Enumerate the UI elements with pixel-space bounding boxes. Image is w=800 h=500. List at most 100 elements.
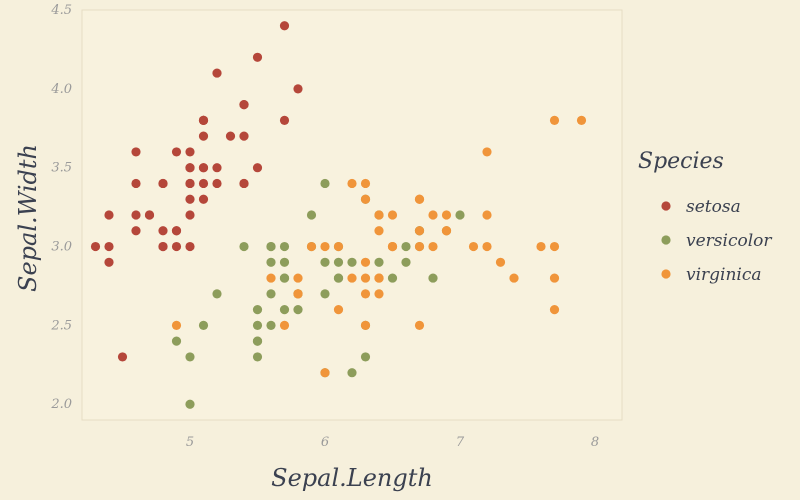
point-versicolor bbox=[185, 399, 195, 409]
point-virginica bbox=[495, 257, 506, 267]
point-versicolor bbox=[279, 241, 290, 252]
point-versicolor bbox=[266, 289, 276, 299]
point-setosa bbox=[104, 241, 114, 252]
legend: Species setosa versicolor virginica bbox=[638, 149, 772, 285]
point-versicolor bbox=[360, 352, 371, 362]
legend-label-versicolor: versicolor bbox=[686, 231, 772, 251]
point-versicolor bbox=[266, 257, 276, 267]
plot-panel bbox=[81, 9, 623, 421]
point-virginica bbox=[549, 241, 560, 252]
point-versicolor bbox=[333, 257, 344, 267]
y-tick-label: 4.0 bbox=[50, 82, 72, 97]
point-versicolor bbox=[185, 352, 195, 362]
point-setosa bbox=[158, 241, 168, 252]
point-setosa bbox=[212, 163, 222, 173]
point-versicolor bbox=[198, 320, 209, 330]
point-virginica bbox=[306, 241, 317, 252]
point-virginica bbox=[428, 210, 438, 220]
point-virginica bbox=[266, 273, 276, 283]
point-setosa bbox=[117, 352, 128, 362]
point-setosa bbox=[131, 226, 141, 236]
point-setosa bbox=[225, 131, 236, 141]
point-versicolor bbox=[252, 336, 263, 346]
y-axis-ticks: 2.0 2.5 3.0 3.5 4.0 4.5 bbox=[50, 3, 72, 412]
point-virginica bbox=[536, 241, 546, 252]
y-tick-label: 3.5 bbox=[51, 161, 72, 176]
point-virginica bbox=[360, 273, 371, 283]
point-virginica bbox=[360, 289, 371, 299]
point-virginica bbox=[576, 115, 587, 125]
point-setosa bbox=[198, 163, 209, 173]
point-setosa bbox=[131, 210, 141, 220]
point-versicolor bbox=[401, 241, 411, 252]
point-versicolor bbox=[252, 305, 263, 315]
legend-label-setosa: setosa bbox=[686, 197, 741, 217]
x-tick-label: 7 bbox=[456, 435, 465, 450]
point-setosa bbox=[239, 131, 249, 141]
point-setosa bbox=[185, 163, 195, 173]
point-setosa bbox=[212, 68, 222, 78]
legend-key-setosa bbox=[661, 201, 671, 211]
point-virginica bbox=[320, 368, 330, 378]
point-virginica bbox=[171, 320, 182, 330]
point-versicolor bbox=[279, 273, 290, 283]
point-virginica bbox=[360, 257, 371, 267]
point-versicolor bbox=[266, 320, 276, 330]
point-versicolor bbox=[171, 336, 182, 346]
point-versicolor bbox=[320, 257, 330, 267]
y-tick-label: 2.5 bbox=[50, 318, 72, 333]
point-versicolor bbox=[239, 241, 249, 252]
point-virginica bbox=[414, 320, 425, 330]
point-setosa bbox=[252, 52, 263, 62]
point-versicolor bbox=[279, 305, 290, 315]
point-setosa bbox=[212, 178, 222, 189]
point-setosa bbox=[198, 194, 209, 204]
y-tick-label: 3.0 bbox=[51, 240, 72, 255]
point-setosa bbox=[158, 226, 168, 236]
point-virginica bbox=[374, 289, 384, 299]
point-versicolor bbox=[212, 289, 222, 299]
point-virginica bbox=[482, 241, 492, 252]
point-virginica bbox=[347, 273, 357, 283]
point-setosa bbox=[171, 241, 182, 252]
point-versicolor bbox=[387, 273, 398, 283]
point-setosa bbox=[104, 257, 114, 267]
point-setosa bbox=[252, 163, 263, 173]
point-virginica bbox=[468, 241, 479, 252]
point-setosa bbox=[185, 178, 195, 189]
point-virginica bbox=[549, 115, 560, 125]
point-virginica bbox=[387, 210, 398, 220]
point-versicolor bbox=[401, 257, 411, 267]
point-virginica bbox=[509, 273, 519, 283]
legend-title: Species bbox=[638, 149, 724, 174]
point-setosa bbox=[239, 178, 249, 189]
point-setosa bbox=[171, 226, 182, 236]
x-tick-label: 8 bbox=[591, 435, 599, 450]
point-virginica bbox=[279, 320, 290, 330]
point-virginica bbox=[293, 273, 303, 283]
point-setosa bbox=[185, 210, 195, 220]
point-virginica bbox=[482, 210, 492, 220]
data-points bbox=[90, 21, 587, 409]
point-versicolor bbox=[266, 241, 276, 252]
point-setosa bbox=[279, 115, 290, 125]
y-tick-label: 2.0 bbox=[50, 397, 72, 412]
point-setosa bbox=[185, 194, 195, 204]
legend-key-versicolor bbox=[661, 235, 671, 245]
point-versicolor bbox=[347, 368, 357, 378]
legend-key-virginica bbox=[661, 269, 671, 279]
point-setosa bbox=[198, 178, 209, 189]
point-virginica bbox=[320, 241, 330, 252]
point-virginica bbox=[374, 210, 384, 220]
point-versicolor bbox=[374, 257, 384, 267]
point-virginica bbox=[293, 289, 303, 299]
point-versicolor bbox=[333, 273, 344, 283]
point-setosa bbox=[239, 100, 249, 110]
point-setosa bbox=[171, 147, 182, 157]
y-tick-label: 4.5 bbox=[50, 3, 72, 18]
point-virginica bbox=[482, 147, 492, 157]
point-virginica bbox=[428, 241, 438, 252]
point-setosa bbox=[198, 115, 209, 125]
point-setosa bbox=[185, 147, 195, 157]
point-setosa bbox=[279, 21, 290, 31]
